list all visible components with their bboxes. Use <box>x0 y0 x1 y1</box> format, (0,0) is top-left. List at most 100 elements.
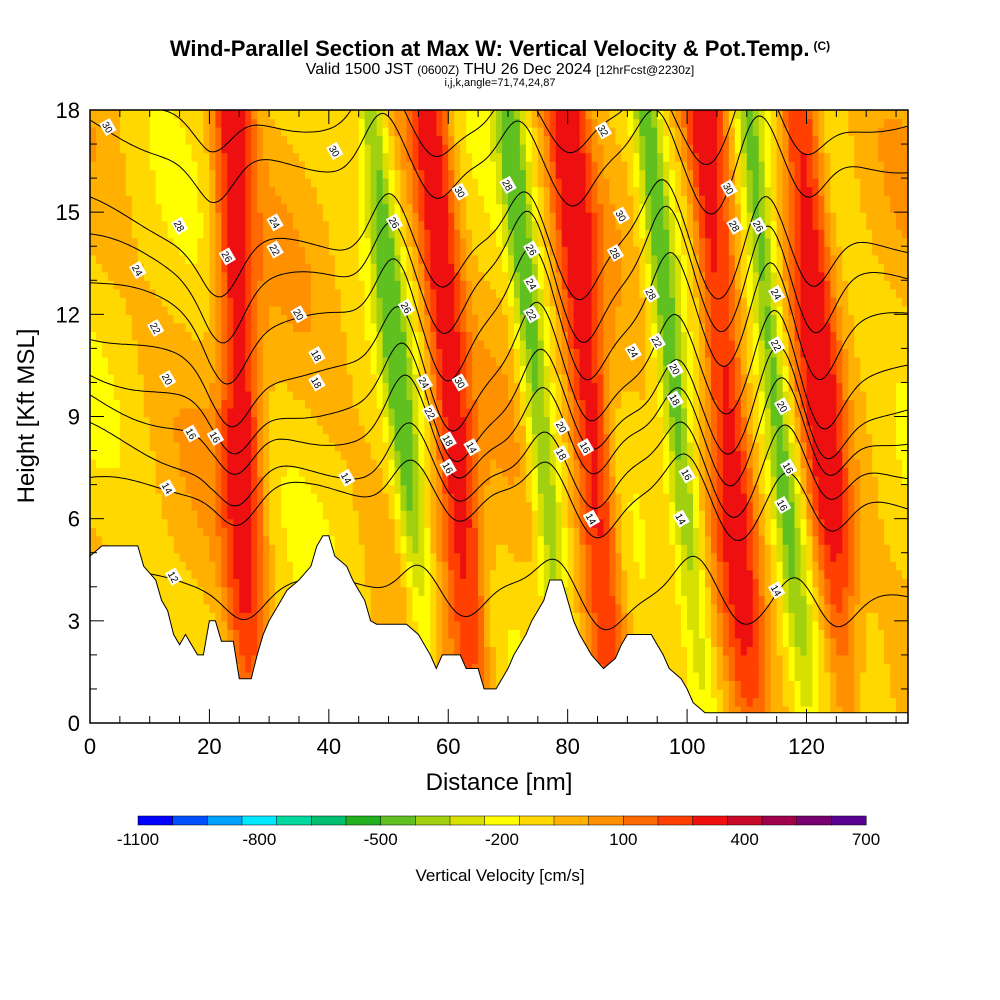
velocity-cell <box>173 561 181 571</box>
velocity-cell <box>119 118 127 128</box>
velocity-cell <box>293 186 300 196</box>
velocity-cell <box>179 348 187 358</box>
velocity-cell <box>167 544 175 554</box>
velocity-cell <box>257 459 264 469</box>
velocity-cell <box>251 348 258 358</box>
velocity-cell <box>281 407 288 418</box>
velocity-cell <box>352 382 360 392</box>
velocity-cell <box>227 322 234 332</box>
velocity-cell <box>137 212 145 222</box>
velocity-cell <box>466 459 473 469</box>
velocity-cell <box>412 416 419 426</box>
velocity-cell <box>442 297 449 307</box>
velocity-cell <box>275 527 282 537</box>
velocity-cell <box>257 271 264 281</box>
velocity-cell <box>406 118 414 128</box>
velocity-cell <box>131 195 139 205</box>
velocity-cell <box>364 263 372 273</box>
velocity-cell <box>382 178 390 188</box>
velocity-cell <box>460 297 467 307</box>
velocity-cell <box>90 186 97 196</box>
velocity-cell <box>406 586 414 596</box>
velocity-cell <box>418 493 425 503</box>
velocity-cell <box>448 220 455 230</box>
velocity-cell <box>113 305 121 315</box>
velocity-cell <box>388 178 396 188</box>
velocity-cell <box>203 390 211 401</box>
velocity-cell <box>251 127 258 137</box>
velocity-cell <box>107 186 115 196</box>
velocity-cell <box>209 356 216 367</box>
velocity-cell <box>233 365 240 375</box>
velocity-cell <box>490 612 497 622</box>
velocity-cell <box>269 263 276 273</box>
velocity-cell <box>143 144 151 154</box>
velocity-cell <box>257 620 264 630</box>
velocity-cell <box>346 348 354 358</box>
velocity-cell <box>352 476 360 486</box>
velocity-cell <box>478 612 485 622</box>
velocity-cell <box>155 527 163 537</box>
velocity-cell <box>304 144 312 154</box>
velocity-cell <box>203 203 211 213</box>
velocity-cell <box>406 407 414 418</box>
velocity-cell <box>358 144 366 154</box>
velocity-cell <box>484 314 491 324</box>
velocity-cell <box>430 212 437 222</box>
velocity-cell <box>137 271 145 281</box>
velocity-cell <box>269 578 276 588</box>
velocity-cell <box>239 331 246 341</box>
velocity-cell <box>412 246 419 256</box>
velocity-cell <box>316 339 324 349</box>
velocity-cell <box>400 407 408 418</box>
velocity-cell <box>239 535 246 545</box>
velocity-cell <box>245 561 252 571</box>
velocity-cell <box>269 288 276 298</box>
velocity-cell <box>484 595 491 605</box>
velocity-cell <box>233 178 240 188</box>
velocity-cell <box>400 288 408 298</box>
velocity-cell <box>328 407 336 418</box>
velocity-cell <box>90 459 97 469</box>
velocity-cell <box>340 365 348 375</box>
velocity-cell <box>173 390 181 401</box>
velocity-cell <box>382 433 390 443</box>
velocity-cell <box>179 135 187 145</box>
velocity-cell <box>125 229 133 239</box>
velocity-cell <box>496 280 503 290</box>
velocity-cell <box>352 314 360 324</box>
velocity-cell <box>95 212 103 222</box>
velocity-cell <box>388 382 396 392</box>
velocity-cell <box>304 322 312 332</box>
velocity-cell <box>155 476 163 486</box>
velocity-cell <box>466 373 473 384</box>
velocity-cell <box>310 442 318 452</box>
velocity-cell <box>352 561 360 571</box>
velocity-cell <box>406 195 414 205</box>
velocity-cell <box>436 220 443 230</box>
velocity-cell <box>358 373 366 384</box>
velocity-cell <box>281 416 288 426</box>
velocity-cell <box>167 433 175 443</box>
velocity-cell <box>155 442 163 452</box>
velocity-cell <box>215 586 222 596</box>
velocity-cell <box>442 331 449 341</box>
velocity-cell <box>143 425 151 435</box>
velocity-cell <box>418 280 425 290</box>
velocity-cell <box>472 467 479 477</box>
velocity-cell <box>484 535 491 545</box>
velocity-cell <box>245 544 252 554</box>
velocity-cell <box>239 671 246 682</box>
velocity-cell <box>239 561 246 571</box>
velocity-cell <box>388 203 396 213</box>
velocity-cell <box>352 518 360 528</box>
velocity-cell <box>316 365 324 375</box>
velocity-cell <box>418 586 425 596</box>
velocity-cell <box>239 407 246 418</box>
velocity-cell <box>281 220 288 230</box>
velocity-cell <box>496 212 503 222</box>
velocity-cell <box>239 467 246 477</box>
velocity-cell <box>197 527 205 537</box>
velocity-cell <box>334 322 342 332</box>
velocity-cell <box>149 212 157 222</box>
